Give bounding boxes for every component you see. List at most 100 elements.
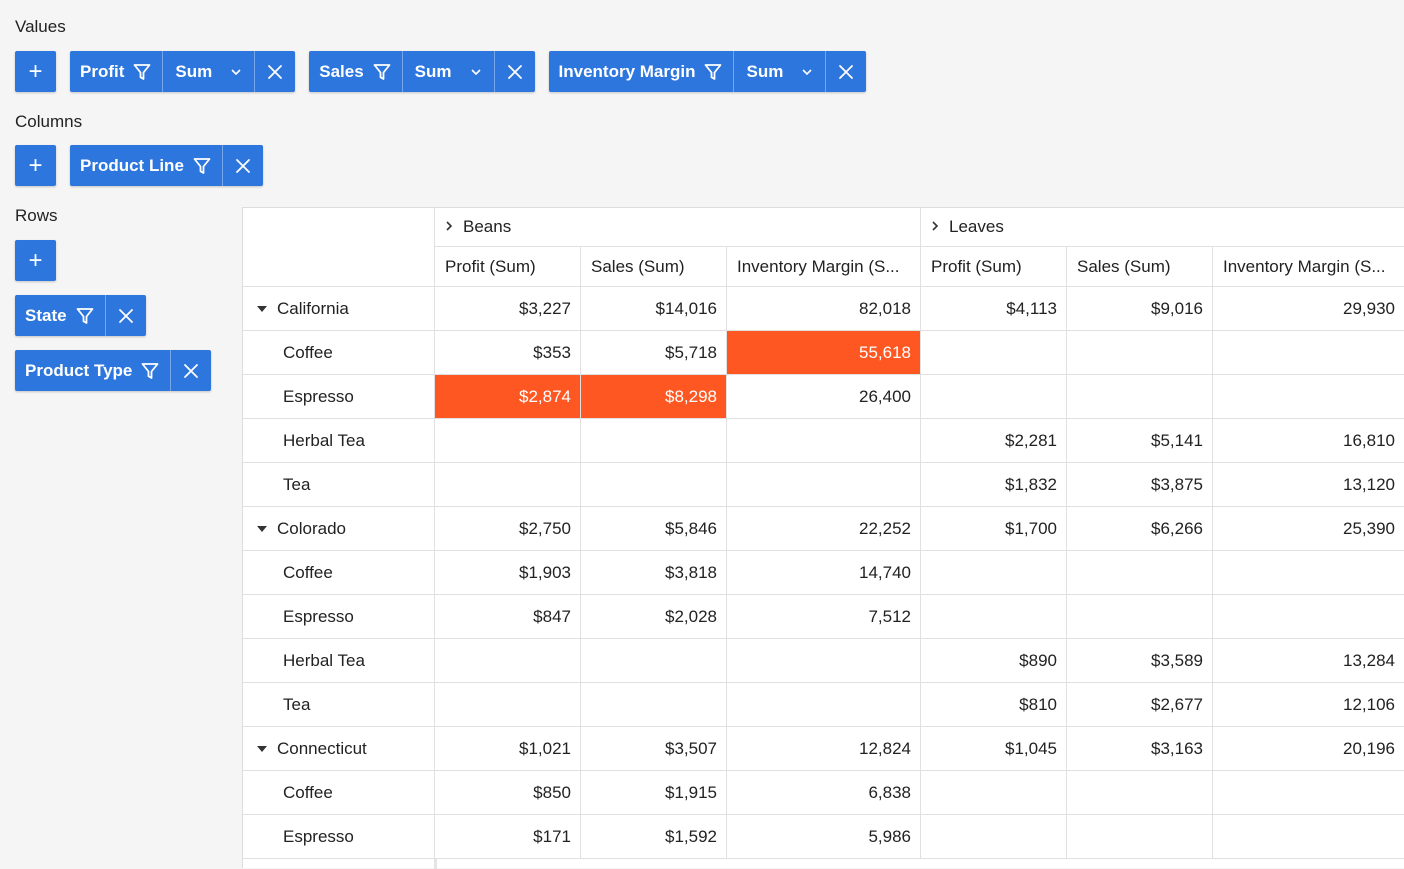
data-cell[interactable] [1067,815,1213,859]
data-cell[interactable]: 22,252 [727,507,921,551]
data-cell[interactable]: $847 [435,595,581,639]
data-cell[interactable] [581,683,727,727]
data-cell[interactable]: $5,846 [581,507,727,551]
measure-header[interactable]: Inventory Margin (S... [727,247,921,287]
data-cell[interactable]: 12,824 [727,727,921,771]
data-cell[interactable]: $3,875 [1067,463,1213,507]
data-cell[interactable]: $5,141 [1067,419,1213,463]
data-cell[interactable]: $3,163 [1067,727,1213,771]
data-cell[interactable]: $1,832 [921,463,1067,507]
chip-field[interactable]: Inventory Margin [549,51,734,92]
data-cell[interactable]: 7,512 [727,595,921,639]
remove-field-button[interactable] [104,295,146,336]
data-cell[interactable]: $1,592 [581,815,727,859]
data-cell[interactable]: 25,390 [1213,507,1404,551]
data-cell[interactable] [435,463,581,507]
data-cell[interactable]: $1,021 [435,727,581,771]
data-cell[interactable]: $14,016 [581,287,727,331]
data-cell[interactable] [1213,771,1404,815]
data-cell[interactable] [1067,375,1213,419]
collapse-caret-icon[interactable] [257,305,267,312]
data-cell[interactable] [1213,331,1404,375]
row-group-header[interactable]: Connecticut [243,727,435,771]
data-cell[interactable]: 82,018 [727,287,921,331]
chip-field[interactable]: Sales [309,51,401,92]
data-cell[interactable] [435,419,581,463]
data-cell[interactable]: $2,677 [1067,683,1213,727]
data-cell[interactable]: $1,903 [435,551,581,595]
data-cell[interactable] [1067,771,1213,815]
data-cell[interactable]: $2,874 [435,375,581,419]
add-column-button[interactable]: + [15,145,56,186]
data-cell[interactable] [581,639,727,683]
data-cell[interactable]: $850 [435,771,581,815]
remove-field-button[interactable] [254,51,295,92]
data-cell[interactable] [1213,551,1404,595]
data-cell[interactable] [1067,331,1213,375]
measure-header[interactable]: Inventory Margin (S... [1213,247,1404,287]
measure-header[interactable]: Profit (Sum) [435,247,581,287]
data-cell[interactable] [435,683,581,727]
data-cell[interactable] [581,419,727,463]
field-chip[interactable]: Product Line [70,145,263,186]
chip-field[interactable]: Profit [70,51,162,92]
data-cell[interactable]: 26,400 [727,375,921,419]
filter-icon[interactable] [192,156,212,176]
row-group-header[interactable]: California [243,287,435,331]
remove-field-button[interactable] [825,51,866,92]
add-value-button[interactable]: + [15,51,56,92]
data-cell[interactable]: $3,589 [1067,639,1213,683]
data-cell[interactable]: $353 [435,331,581,375]
collapse-caret-icon[interactable] [257,745,267,752]
data-cell[interactable]: $2,281 [921,419,1067,463]
row-group-header[interactable]: Colorado [243,507,435,551]
filter-icon[interactable] [372,62,392,82]
data-cell[interactable] [921,331,1067,375]
data-cell[interactable]: 13,284 [1213,639,1404,683]
data-cell[interactable] [1067,551,1213,595]
field-chip[interactable]: Product Type [15,350,212,391]
data-cell[interactable]: 55,618 [727,331,921,375]
data-cell[interactable]: $1,700 [921,507,1067,551]
data-cell[interactable]: $3,507 [581,727,727,771]
data-cell[interactable]: 5,986 [727,815,921,859]
data-cell[interactable]: 12,106 [1213,683,1404,727]
data-cell[interactable]: 29,930 [1213,287,1404,331]
data-cell[interactable]: $6,266 [1067,507,1213,551]
field-chip[interactable]: Inventory Margin Sum [548,51,867,92]
data-cell[interactable]: $810 [921,683,1067,727]
aggregation-dropdown[interactable]: Sum [401,51,494,92]
aggregation-dropdown[interactable]: Sum [733,51,825,92]
data-cell[interactable]: $1,045 [921,727,1067,771]
data-cell[interactable] [921,815,1067,859]
data-cell[interactable]: 20,196 [1213,727,1404,771]
data-cell[interactable]: $8,298 [581,375,727,419]
data-cell[interactable] [581,463,727,507]
field-chip[interactable]: State [15,295,146,336]
data-cell[interactable] [727,683,921,727]
data-cell[interactable]: 6,838 [727,771,921,815]
measure-header[interactable]: Sales (Sum) [1067,247,1213,287]
data-cell[interactable] [1067,595,1213,639]
data-cell[interactable] [727,419,921,463]
filter-icon[interactable] [132,62,152,82]
field-chip[interactable]: Sales Sum [309,51,535,92]
chevron-right-icon[interactable] [445,217,453,237]
column-group-header[interactable]: Beans [435,208,921,247]
chip-field[interactable]: Product Line [70,145,222,186]
chip-field[interactable]: State [15,295,105,336]
data-cell[interactable] [1213,815,1404,859]
data-cell[interactable]: 14,740 [727,551,921,595]
data-cell[interactable] [1213,375,1404,419]
data-cell[interactable]: $4,113 [921,287,1067,331]
aggregation-dropdown[interactable]: Sum [162,51,254,92]
data-cell[interactable] [435,639,581,683]
data-cell[interactable] [1213,595,1404,639]
data-cell[interactable]: $2,750 [435,507,581,551]
chevron-right-icon[interactable] [931,217,939,237]
data-cell[interactable] [921,551,1067,595]
add-row-button[interactable]: + [15,240,56,281]
column-group-header[interactable]: Leaves [921,208,1404,247]
measure-header[interactable]: Sales (Sum) [581,247,727,287]
data-cell[interactable]: $5,718 [581,331,727,375]
